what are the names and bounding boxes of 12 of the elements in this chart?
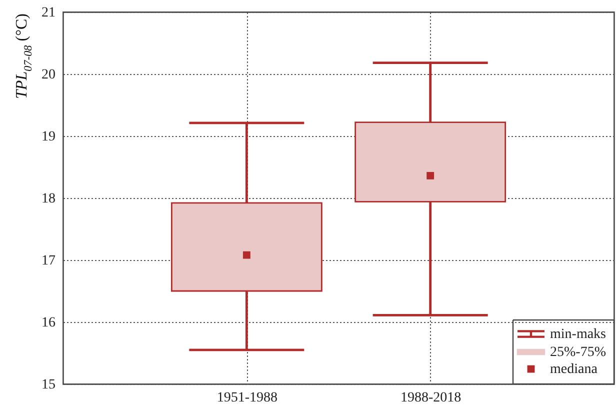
annotation: min-maks [550,327,606,342]
y-tick-label: 21 [42,6,56,20]
y-tick-label: 18 [42,192,56,206]
annotation: 25%-75% [550,345,606,360]
y-tick-label: 17 [42,254,56,268]
x-tick-label: 1988-2018 [400,390,462,406]
annotation: mediana [550,362,598,377]
y-tick-label: 20 [42,68,56,82]
y-tick-label: 16 [42,316,56,330]
y-tick-label: 15 [42,378,56,392]
x-tick-label: 1951-1988 [216,390,278,406]
y-tick-label: 19 [42,130,56,144]
